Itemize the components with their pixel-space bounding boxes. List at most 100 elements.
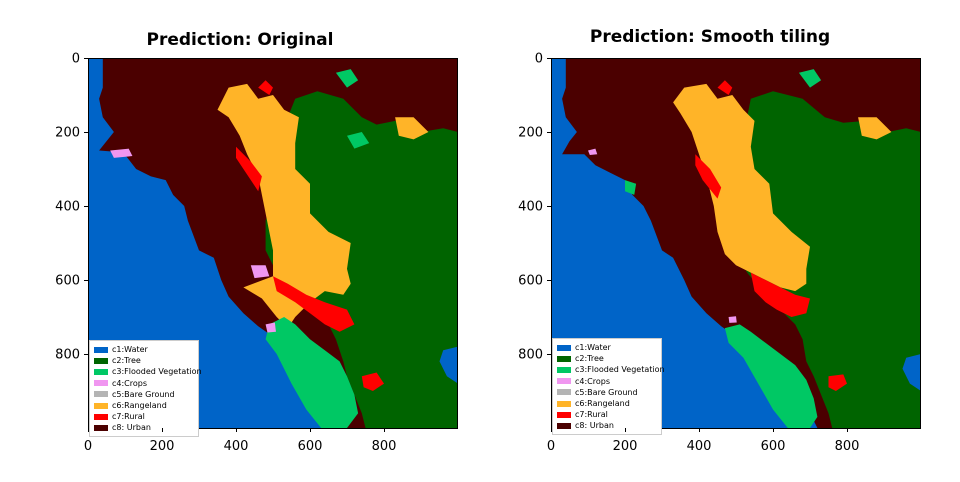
y-tick-mark [547,132,551,133]
legend-item: c4:Crops [557,376,657,387]
class-region-flooded-vegetation [335,69,359,88]
class-region-crops [265,322,276,333]
y-tick-label: 800 [55,347,80,363]
y-tick-label: 200 [55,125,80,141]
class-region-flooded-vegetation [625,180,637,195]
x-tick-mark [88,428,89,432]
legend-item: c5:Bare Ground [557,387,657,398]
legend-item: c8: Urban [94,422,194,433]
legend-item: c7:Rural [94,411,194,422]
class-region-crops [250,265,270,279]
x-tick-mark [310,428,311,432]
legend-swatch [557,423,571,430]
class-region-rural [750,272,810,317]
legend-item: c1:Water [557,342,657,353]
legend-label: c6:Rangeland [575,399,630,409]
axis-frame-top [551,58,921,59]
x-tick-mark [773,428,774,432]
legend-item: c1:Water [94,344,194,355]
class-region-rural [258,80,273,95]
legend-label: c2:Tree [112,356,141,366]
chart-panel-smooth-tiling: Prediction: Smooth tiling 0 200 400 600 … [470,0,950,482]
axis-frame-left [551,58,552,428]
y-tick-label: 0 [71,51,80,67]
axis-frame-right [920,58,921,428]
class-region-water [902,354,921,391]
class-region-flooded-vegetation [347,132,370,149]
class-region-crops [110,148,133,158]
legend-label: c3:Flooded Vegetation [112,367,202,377]
y-tick-mark [84,206,88,207]
legend-label: c4:Crops [575,376,611,386]
legend-swatch [557,355,571,362]
legend-swatch [94,346,108,353]
y-tick-label: 800 [518,347,543,363]
x-tick-label: 600 [760,439,786,454]
legend-item: c3:Flooded Vegetation [557,364,665,375]
class-region-rural [828,374,847,391]
y-tick-mark [84,280,88,281]
x-tick-label: 800 [834,439,860,454]
segmentation-map [88,58,458,428]
chart-legend: c1:Water c2:Tree c3:Flooded Vegetation c… [552,338,665,435]
legend-swatch [557,378,571,385]
legend-label: c1:Water [112,345,148,354]
y-tick-mark [547,280,551,281]
legend-label: c1:Water [575,343,611,352]
x-tick-label: 200 [612,439,638,454]
x-tick-mark [384,428,385,432]
class-region-rangeland [217,83,351,329]
x-tick-label: 200 [149,439,175,454]
legend-item: c7:Rural [557,409,657,420]
legend-label: c4:Crops [112,378,148,388]
class-region-rangeland [858,117,892,140]
chart-panel-original: Prediction: Original 0 200 400 600 800 0… [55,30,458,454]
legend-swatch [94,391,108,398]
chart-title: Prediction: Original [146,30,334,50]
legend-item: c6:Rangeland [557,398,657,409]
x-tick-mark [551,428,552,432]
legend-label: c8: Urban [112,423,151,433]
axis-frame-bottom [551,428,921,429]
class-region-tree [265,91,458,428]
x-tick-mark [699,428,700,432]
axis-frame-right [457,58,458,428]
legend-item: c6:Rangeland [94,400,194,411]
class-region-crops [728,316,737,323]
x-tick-label: 0 [83,439,93,454]
y-tick-label: 600 [55,273,80,289]
class-region-rangeland [673,83,810,292]
legend-swatch [94,380,108,387]
legend-swatch [557,389,571,396]
x-tick-label: 800 [371,439,397,454]
legend-item: c4:Crops [94,378,194,389]
y-tick-mark [84,354,88,355]
class-region-flooded-vegetation [265,317,359,428]
y-tick-mark [547,206,551,207]
legend-swatch [557,411,571,418]
x-tick-mark [162,428,163,432]
x-tick-label: 400 [223,439,249,454]
y-tick-mark [547,354,551,355]
legend-swatch [557,367,571,373]
legend-label: c5:Bare Ground [112,389,175,399]
legend-item: c5:Bare Ground [94,389,194,400]
class-region-crops [588,148,598,155]
chart-legend: c1:Water c2:Tree c3:Flooded Vegetation c… [89,340,202,437]
class-region-rural [695,154,722,199]
legend-label: c8: Urban [575,421,614,431]
legend-swatch [557,344,571,351]
class-region-rural [717,80,733,95]
class-region-tree [732,91,921,428]
legend-item: c8: Urban [557,420,657,431]
x-tick-mark [236,428,237,432]
x-tick-label: 0 [546,439,556,454]
class-region-rangeland [395,117,429,140]
x-tick-label: 400 [686,439,712,454]
legend-item: c2:Tree [94,355,194,366]
legend-swatch [94,425,108,432]
legend-swatch [94,413,108,420]
class-region-rural [236,146,262,192]
x-tick-label: 600 [297,439,323,454]
legend-label: c3:Flooded Vegetation [575,365,665,375]
